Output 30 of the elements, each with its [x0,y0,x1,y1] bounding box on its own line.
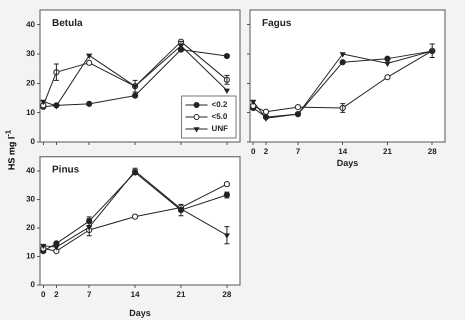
x-axis-title: Days [129,308,151,318]
y-tick-label: 40 [26,20,36,29]
x-tick-label: 0 [250,147,256,156]
x-tick-label: 21 [383,147,392,156]
text: Pinus [52,164,80,176]
x-tick-label: 2 [264,147,269,156]
x-axis-title: Days [336,158,358,168]
legend-label: <5.0 [212,112,228,122]
y-tick-label: 20 [26,223,36,232]
x-tick-label: 28 [428,147,438,156]
y-tick-label: 30 [26,49,36,58]
y-tick-label: 10 [26,108,36,117]
legend-label: UNF [212,124,228,134]
x-tick-label: 14 [130,290,140,300]
x-tick-label: 7 [86,290,92,300]
x-tick-label: 7 [296,147,301,156]
y-tick-label: 40 [26,166,36,176]
x-tick-label: 14 [338,147,348,156]
text: Fagus [262,18,292,29]
y-tick-label: 10 [26,252,36,261]
text: Betula [52,18,83,29]
legend-label: <0.2 [212,100,228,110]
x-tick-label: 0 [41,290,46,300]
y-tick-label: 0 [30,280,36,290]
y-tick-label: 20 [26,78,36,88]
x-tick-label: 2 [54,290,60,300]
x-tick-label: 21 [176,290,186,300]
x-tick-label: 28 [222,290,232,300]
y-tick-label: 30 [26,194,36,204]
y-tick-label: 0 [30,137,36,146]
